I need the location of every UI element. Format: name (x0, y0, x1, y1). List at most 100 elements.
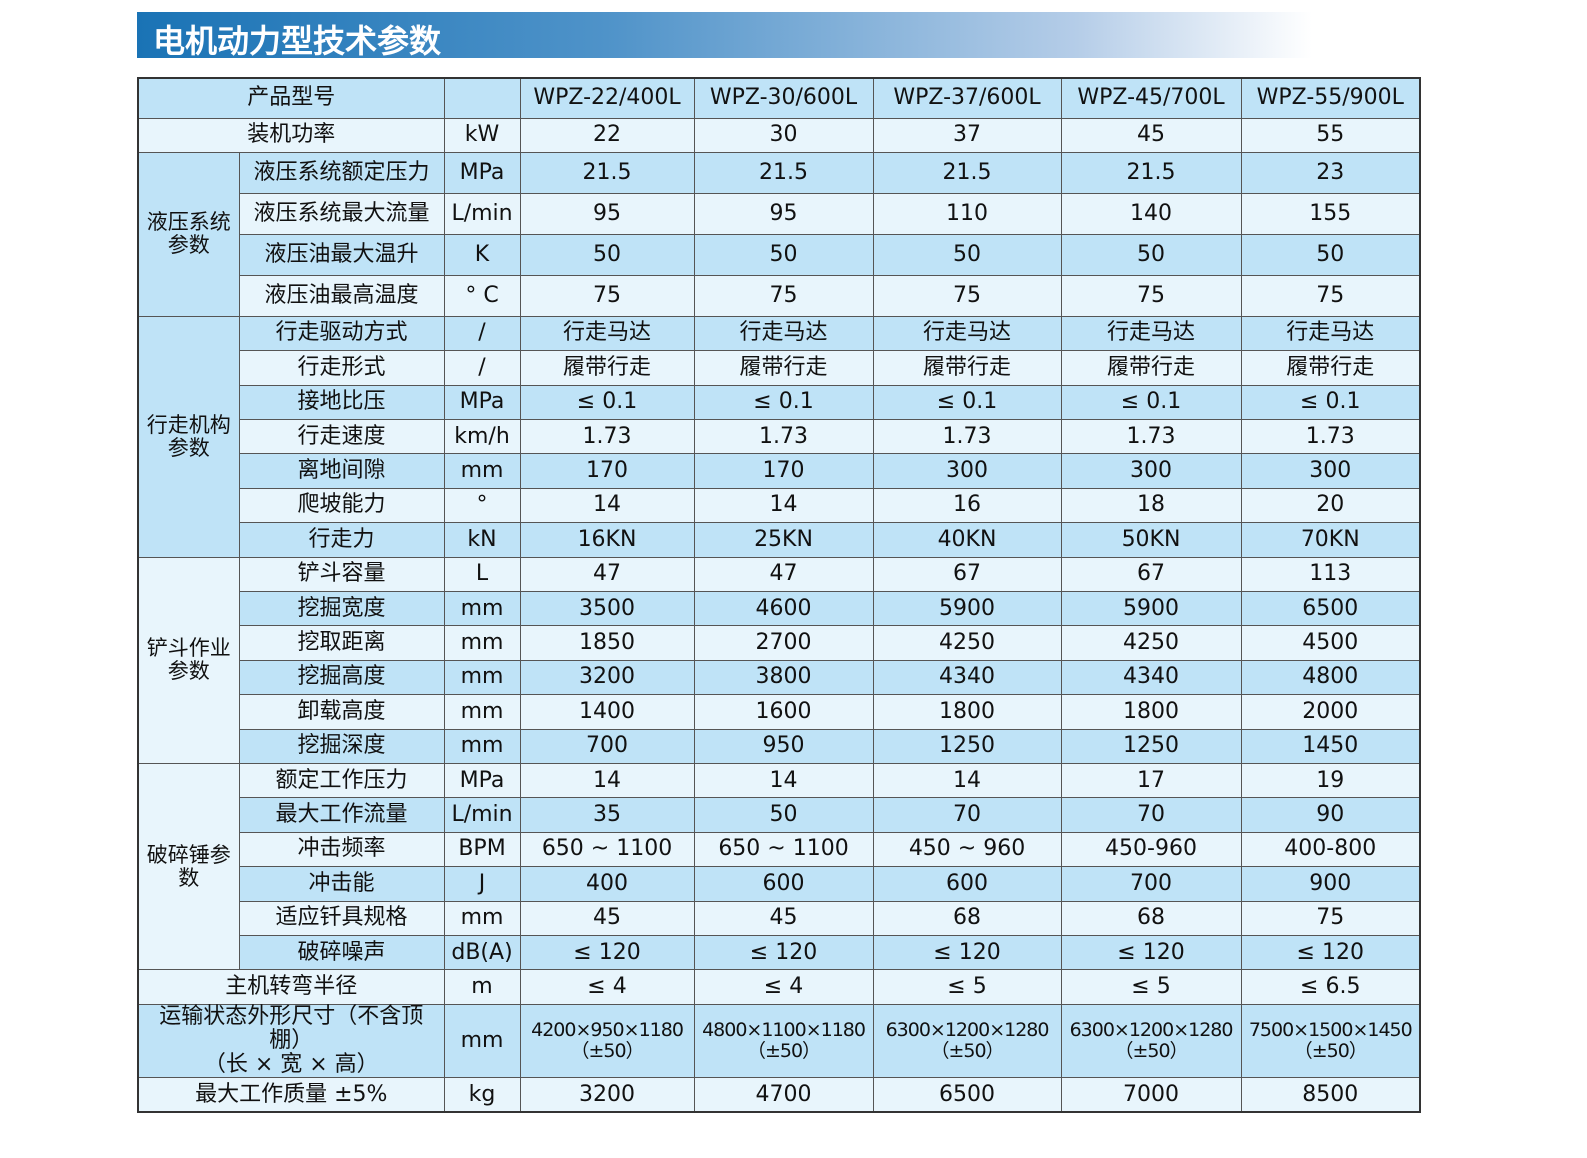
unit: mm (443, 1003, 521, 1079)
value: 14 (872, 762, 1062, 799)
value: 1450 (1240, 728, 1421, 764)
unit: mm (443, 659, 521, 696)
value: 75 (1060, 274, 1242, 317)
value: 170 (693, 453, 874, 489)
table-row: 挖掘深度 mm 700 950 1250 1250 1450 (138, 728, 1421, 764)
cell-line: （±50） (1114, 1039, 1188, 1062)
value: 650 ~ 1100 (693, 831, 874, 868)
value: 67 (872, 556, 1062, 593)
table-row: 爬坡能力 ° 14 14 16 18 20 (138, 487, 1421, 524)
value: 50 (1240, 233, 1421, 276)
unit: L (443, 556, 521, 593)
table-row: 行走机构参数 行走驱动方式 / 行走马达 行走马达 行走马达 行走马达 行走马达 (137, 315, 1421, 558)
value: 履带行走 (1060, 350, 1242, 386)
value: 14 (693, 487, 874, 524)
param-name: 挖取距离 (238, 625, 445, 661)
table-row: 液压系统最大流量 L/min 95 95 110 140 155 (138, 192, 1421, 235)
value: 1400 (519, 694, 695, 730)
value: ≤ 4 (693, 969, 874, 1005)
group-label: 行走机构参数 (137, 315, 240, 558)
unit: / (443, 350, 521, 386)
value: 4340 (1060, 659, 1242, 696)
value: 68 (872, 900, 1062, 936)
table-row: 挖取距离 mm 1850 2700 4250 4250 4500 (138, 625, 1421, 661)
unit: ° C (443, 274, 521, 317)
param-name: 行走速度 (238, 419, 445, 455)
value: 95 (519, 192, 695, 235)
param-name: 破碎噪声 (238, 934, 445, 971)
unit: MPa (443, 151, 521, 194)
value: 50 (519, 233, 695, 276)
table-row: 装机功率 kW 22 30 37 45 55 (137, 117, 1421, 153)
param-name: 液压油最大温升 (238, 233, 445, 276)
value: 1800 (872, 694, 1062, 730)
value: 7000 (1060, 1077, 1242, 1113)
value: 650 ~ 1100 (519, 831, 695, 868)
model-header: WPZ-30/600L (693, 77, 874, 119)
value: ≤ 120 (519, 934, 695, 971)
table-row: 冲击频率 BPM 650 ~ 1100 650 ~ 1100 450 ~ 960 450-… (138, 831, 1421, 868)
unit: K (443, 233, 521, 276)
table-row: 冲击能 J 400 600 600 700 900 (138, 866, 1421, 902)
value: 3200 (519, 659, 695, 696)
value: 155 (1240, 192, 1421, 235)
value: 4200×950×1180 （±50） (519, 1003, 695, 1079)
value: 20 (1240, 487, 1421, 524)
param-name: 适应钎具规格 (238, 900, 445, 936)
param-name: 液压系统最大流量 (238, 192, 445, 235)
value: 950 (693, 728, 874, 764)
value: 履带行走 (519, 350, 695, 386)
value: 3800 (693, 659, 874, 696)
value: 6500 (1240, 591, 1421, 627)
cell-line: 运输状态外形尺寸（不含顶棚） (159, 1003, 424, 1053)
value: 113 (1240, 556, 1421, 593)
table-row: 破碎噪声 dB(A) ≤ 120 ≤ 120 ≤ 120 ≤ 120 ≤ 120 (138, 934, 1421, 971)
value: 履带行走 (693, 350, 874, 386)
value: 6300×1200×1280 （±50） (1060, 1003, 1242, 1079)
value: 50 (1060, 233, 1242, 276)
spec-table: 产品型号 WPZ-22/400L WPZ-30/600L WPZ-37/600L WPZ… (137, 77, 1422, 1114)
value: 4340 (872, 659, 1062, 696)
value: 1800 (1060, 694, 1242, 730)
value: 17 (1060, 762, 1242, 799)
param-name: 运输状态外形尺寸（不含顶棚） （长 × 宽 × 高） (137, 1003, 445, 1079)
value: 21.5 (872, 151, 1062, 194)
value: 300 (872, 453, 1062, 489)
unit: kg (443, 1077, 521, 1113)
unit: mm (443, 694, 521, 730)
unit: / (443, 315, 521, 352)
param-name: 主机转弯半径 (137, 969, 445, 1005)
value: 37 (872, 117, 1062, 153)
value: 110 (872, 192, 1062, 235)
value: 行走马达 (693, 315, 874, 352)
cell-line: （±50） (746, 1039, 821, 1062)
value: 45 (1060, 117, 1242, 153)
table-row: 挖掘高度 mm 3200 3800 4340 4340 4800 (138, 659, 1421, 696)
value: ≤ 4 (519, 969, 695, 1005)
value: 行走马达 (519, 315, 695, 352)
value: 450-960 (1060, 831, 1242, 868)
unit: km/h (443, 419, 521, 455)
value: 30 (693, 117, 874, 153)
title-banner: 电机动力型技术参数 (137, 12, 1312, 60)
value: 75 (519, 274, 695, 317)
value: 6500 (872, 1077, 1062, 1113)
value: ≤ 0.1 (519, 384, 695, 421)
value: 400 (519, 866, 695, 902)
value: 1.73 (1240, 419, 1421, 455)
value: 14 (693, 762, 874, 799)
table-row: 液压系统参数 液压系统额定压力 MPa 21.5 21.5 21.5 21.5 23 (137, 151, 1421, 317)
value: 履带行走 (872, 350, 1062, 386)
unit: kN (443, 522, 521, 558)
value: 1850 (519, 625, 695, 661)
value: 90 (1240, 797, 1421, 833)
model-header: WPZ-22/400L (519, 77, 695, 119)
param-name: 冲击能 (238, 866, 445, 902)
param-name: 额定工作压力 (238, 762, 445, 799)
param-name: 接地比压 (238, 384, 445, 421)
value: ≤ 120 (693, 934, 874, 971)
value: 4800 (1240, 659, 1421, 696)
unit: BPM (443, 831, 521, 868)
cell-line: （±50） (930, 1039, 1004, 1062)
